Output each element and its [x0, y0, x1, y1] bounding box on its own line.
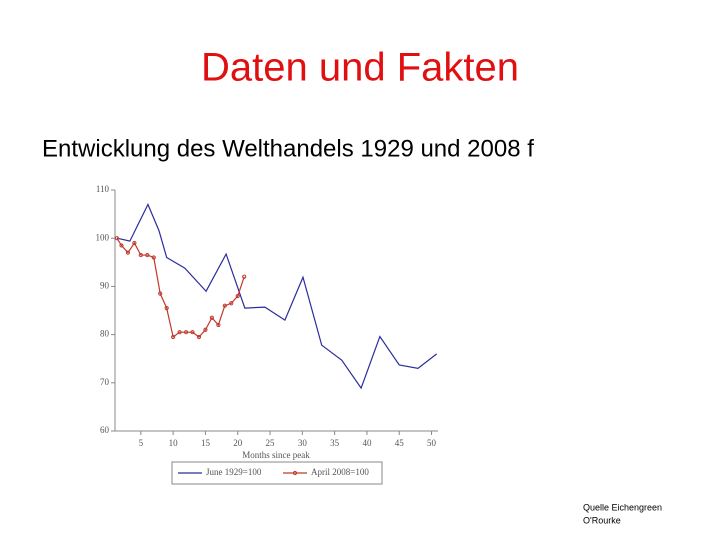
point — [235, 293, 240, 299]
x-tick-label: 10 — [169, 438, 179, 448]
x-axis-label: Months since peak — [242, 450, 310, 460]
x-tick-label: 40 — [362, 438, 372, 448]
point — [138, 252, 143, 258]
slide-subtitle: Entwicklung des Welthandels 1929 und 200… — [42, 135, 534, 162]
point — [229, 301, 234, 306]
x-tick-label: 30 — [298, 438, 308, 448]
point — [190, 330, 195, 335]
x-tick-label: 50 — [427, 438, 437, 448]
legend-box — [171, 461, 383, 485]
point — [177, 330, 182, 335]
source-note: O'Rourke — [583, 515, 621, 525]
point — [222, 303, 227, 308]
y-tick-label: 90 — [100, 280, 110, 290]
x-tick-label: 25 — [266, 438, 276, 448]
y-tick-label: 100 — [96, 232, 110, 242]
series-line — [116, 203, 438, 390]
source-note: Quelle Eichengreen — [583, 502, 662, 512]
y-tick-label: 70 — [100, 377, 110, 387]
y-tick-label: 60 — [100, 425, 110, 435]
point — [203, 327, 208, 332]
x-tick-label: 45 — [395, 438, 405, 448]
point — [242, 274, 247, 279]
point — [209, 315, 214, 320]
legend-label: June 1929=100 — [206, 467, 262, 477]
point — [151, 255, 156, 260]
point — [114, 236, 120, 241]
slide-title: Daten und Fakten — [201, 46, 519, 90]
legend-marker — [292, 470, 298, 476]
x-tick-label: 5 — [139, 438, 144, 448]
point — [164, 305, 169, 311]
point — [125, 250, 131, 255]
point — [145, 252, 150, 258]
point — [158, 291, 163, 296]
y-tick-label: 110 — [96, 184, 110, 194]
point — [196, 334, 202, 340]
x-tick-label: 15 — [201, 438, 211, 448]
x-tick-label: 20 — [233, 438, 243, 448]
series-line — [116, 237, 245, 339]
point — [119, 243, 124, 248]
point — [171, 334, 176, 340]
legend-label: April 2008=100 — [311, 467, 369, 477]
point — [216, 322, 221, 328]
point — [183, 330, 189, 335]
y-tick-label: 80 — [100, 329, 110, 339]
x-tick-label: 35 — [330, 438, 340, 448]
point — [132, 240, 137, 246]
